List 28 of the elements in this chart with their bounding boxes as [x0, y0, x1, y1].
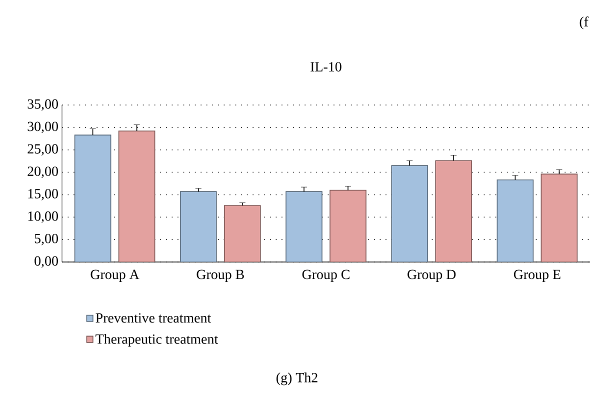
bar [180, 191, 217, 262]
y-tick-label: 35,00 [28, 99, 58, 111]
bar [435, 160, 472, 262]
legend-label: Preventive treatment [96, 313, 212, 323]
text: (g) Th2 [276, 372, 318, 386]
bar [391, 165, 428, 262]
x-tick-label: Group D [408, 270, 456, 282]
text: (f [580, 16, 588, 30]
x-tick-label: Group E [514, 270, 560, 282]
y-tick-label: 0,00 [34, 256, 58, 268]
y-tick-label: 30,00 [28, 122, 58, 134]
bar [286, 191, 322, 262]
y-tick-label: 15,00 [28, 189, 58, 200]
bar [118, 130, 156, 262]
legend-label: Therapeutic treatment [96, 334, 218, 347]
x-tick-label: Group B [196, 270, 244, 282]
bar [224, 205, 261, 262]
y-tick-label: 5,00 [34, 234, 58, 246]
x-tick-label: Group C [302, 270, 350, 282]
bar [74, 134, 112, 262]
x-tick-label: Group A [90, 270, 140, 282]
chart-title: IL-10 [310, 62, 342, 72]
bar [540, 174, 578, 262]
y-tick-label: 10,00 [28, 211, 58, 223]
bar [496, 180, 534, 262]
y-tick-label: 20,00 [28, 166, 58, 178]
y-tick-label: 25,00 [28, 144, 58, 156]
bar [330, 190, 366, 262]
